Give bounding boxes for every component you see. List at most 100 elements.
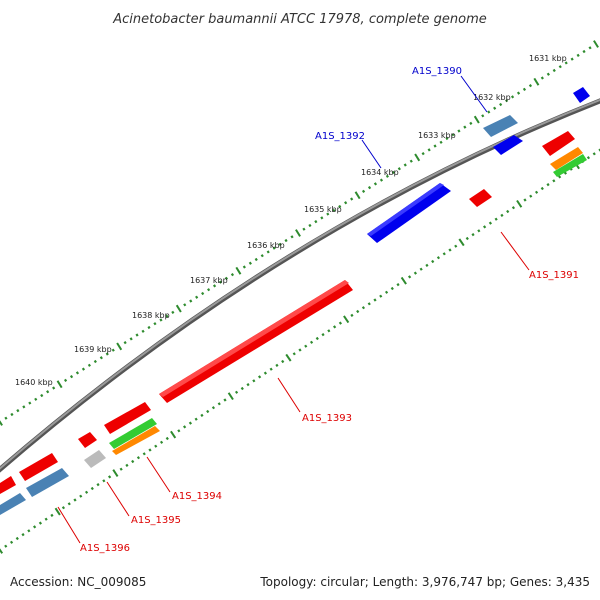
reverse-cds-feature[interactable] [104, 402, 151, 434]
tick-mark [4, 544, 8, 548]
forward-cds-feature[interactable] [493, 135, 523, 155]
tick-mark [304, 344, 308, 348]
tick-mark [529, 194, 533, 198]
reverse-misc-feature[interactable] [553, 154, 587, 177]
gene-label-a1s-1390[interactable]: A1S_1390 [412, 66, 462, 77]
reverse-misc-feature[interactable] [550, 147, 583, 170]
tick-mark [131, 459, 135, 464]
tick-mark [290, 235, 294, 239]
reverse-misc-feature[interactable] [109, 418, 157, 449]
tick-mark [442, 252, 446, 256]
kbp-label: 1639 kbp [74, 345, 112, 354]
tick-mark [56, 380, 63, 389]
gene-label-a1s-1395[interactable]: A1S_1395 [131, 515, 181, 526]
reverse-misc-feature[interactable] [112, 426, 160, 455]
reverse-cds-feature[interactable] [159, 280, 353, 403]
forward-gene-feature[interactable] [0, 493, 26, 515]
tick-mark [248, 261, 252, 265]
leader-line [57, 506, 81, 544]
gene-label-a1s-1391[interactable]: A1S_1391 [529, 270, 579, 281]
tick-mark [384, 290, 389, 294]
tick-mark [90, 486, 94, 491]
tick-mark [27, 529, 31, 533]
tick-mark [454, 244, 458, 248]
feature-bevel [367, 183, 444, 236]
tick-mark [516, 91, 521, 95]
pseudogene-feature[interactable] [84, 450, 106, 468]
kbp-label: 1635 kbp [304, 205, 342, 214]
tick-mark [84, 490, 89, 494]
tick-mark [499, 102, 503, 107]
tick-mark [403, 163, 407, 167]
tick-mark [235, 266, 242, 275]
gene-label-a1s-1392[interactable]: A1S_1392 [315, 131, 365, 142]
tick-mark [246, 383, 250, 387]
tick-mark [343, 315, 350, 324]
tick-mark [28, 401, 32, 405]
tick-mark [361, 189, 366, 193]
tick-mark [189, 299, 193, 303]
accession-text: Accession: NC_009085 [10, 575, 146, 589]
tick-mark [540, 186, 544, 191]
tick-mark [136, 456, 141, 460]
tick-mark [356, 309, 360, 314]
tick-mark [61, 506, 66, 510]
tick-mark [407, 275, 412, 279]
forward-cds-feature[interactable] [367, 183, 451, 243]
reverse-cds-feature[interactable] [542, 131, 575, 156]
tick-mark [528, 84, 533, 88]
tick-mark [373, 182, 378, 186]
forward-cds-feature[interactable] [573, 87, 590, 103]
tick-mark [292, 352, 296, 356]
tick-mark [266, 250, 270, 254]
tick-mark [546, 72, 550, 76]
tick-mark [373, 298, 377, 302]
tick-mark [116, 342, 123, 351]
tick-mark [99, 356, 103, 360]
reverse-cds-feature[interactable] [19, 453, 58, 481]
tick-mark [592, 152, 596, 156]
tick-mark [129, 337, 133, 341]
feature-track-reverse [0, 131, 587, 515]
tick-mark [252, 379, 256, 383]
tick-mark [522, 87, 527, 91]
forward-gene-feature[interactable] [26, 468, 69, 497]
gene-label-a1s-1396[interactable]: A1S_1396 [80, 543, 130, 554]
reverse-cds-feature[interactable] [0, 476, 16, 494]
tick-mark [471, 233, 475, 237]
tick-mark [38, 521, 43, 525]
tick-mark [284, 238, 288, 243]
tick-mark [69, 375, 74, 379]
tick-mark [135, 333, 139, 337]
gene-label-a1s-1393[interactable]: A1S_1393 [302, 413, 352, 424]
tick-mark [40, 393, 44, 398]
reverse-cds-feature[interactable] [78, 432, 97, 448]
tick-mark [22, 405, 26, 409]
tick-mark [188, 421, 193, 425]
forward-gene-feature[interactable] [483, 115, 518, 137]
tick-mark [487, 110, 491, 114]
tick-mark [212, 284, 217, 288]
reverse-cds-feature[interactable] [469, 189, 492, 207]
tick-mark [147, 325, 151, 330]
tick-mark [4, 416, 8, 420]
tick-mark [93, 359, 97, 364]
outer-tick-track [0, 40, 599, 426]
tick-mark [473, 115, 480, 124]
tick-mark [338, 321, 343, 325]
tick-mark [534, 190, 539, 194]
tick-mark [34, 397, 38, 401]
kbp-label: 1638 kbp [132, 311, 170, 320]
tick-mark [44, 517, 48, 521]
tick-mark [315, 336, 319, 341]
tick-mark [396, 283, 400, 287]
tick-mark [207, 288, 211, 292]
tick-mark [506, 209, 510, 214]
map-title: Acinetobacter baumannii ATCC 17978, comp… [112, 12, 487, 27]
tick-mark [510, 95, 515, 99]
tick-mark [332, 325, 337, 329]
label-leader-lines [57, 75, 530, 544]
gene-label-a1s-1394[interactable]: A1S_1394 [172, 491, 222, 502]
tick-mark [465, 236, 469, 241]
tick-mark [332, 208, 336, 212]
